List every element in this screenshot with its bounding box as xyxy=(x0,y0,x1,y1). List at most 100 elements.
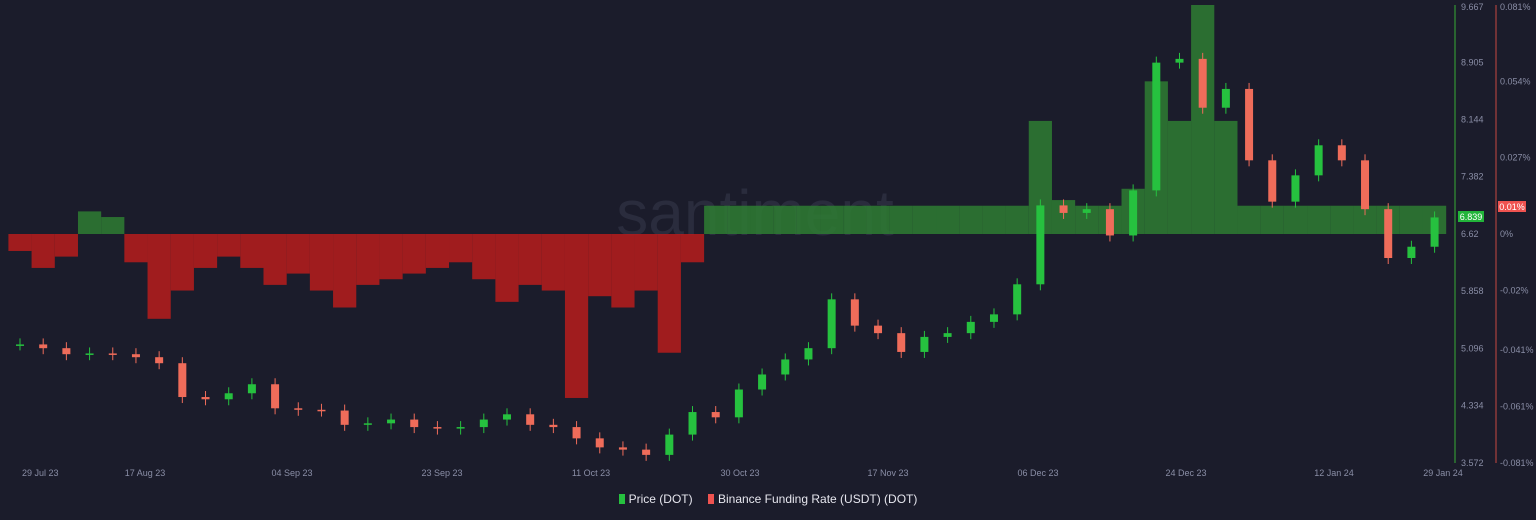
price-candle xyxy=(410,419,419,428)
date-tick-label: 04 Sep 23 xyxy=(271,468,312,478)
funding-bar xyxy=(1167,120,1192,234)
price-candle xyxy=(989,314,998,322)
funding-bar xyxy=(31,234,55,268)
price-candle xyxy=(758,374,767,390)
price-candle xyxy=(711,412,720,418)
funding-bar xyxy=(564,234,589,398)
price-candle xyxy=(1268,160,1277,202)
funding-bar xyxy=(912,205,937,234)
funding-axis-ticks: 0.081% 0.054% 0.027% 0% -0.02% -0.041% -0.061%… xyxy=(1500,2,1534,468)
price-candle xyxy=(39,344,48,349)
price-tick-label: 7.382 xyxy=(1461,172,1484,182)
price-candle xyxy=(549,424,558,428)
funding-bar xyxy=(286,234,310,274)
price-candle xyxy=(1036,205,1045,285)
price-candle xyxy=(850,299,859,326)
price-candle xyxy=(1082,209,1091,213)
price-tick-label: 8.905 xyxy=(1461,57,1484,67)
price-candle xyxy=(224,393,233,400)
funding-bar xyxy=(634,234,658,291)
price-tick-label: 9.667 xyxy=(1461,2,1484,12)
legend-item-price[interactable]: Price (DOT) xyxy=(618,492,693,506)
funding-bar xyxy=(77,211,102,234)
funding-bar xyxy=(866,205,890,234)
price-candle xyxy=(1013,284,1022,315)
price-candle xyxy=(16,344,24,346)
funding-bar xyxy=(1330,205,1354,234)
funding-bar xyxy=(959,205,983,234)
funding-bar xyxy=(263,234,287,285)
funding-bar xyxy=(680,234,705,263)
funding-bar xyxy=(54,234,78,257)
funding-bar xyxy=(495,234,519,302)
funding-bar xyxy=(982,205,1006,234)
funding-bar xyxy=(727,205,751,234)
funding-tick-label: 0.081% xyxy=(1500,2,1531,12)
date-tick-label: 06 Dec 23 xyxy=(1017,468,1058,478)
price-candle xyxy=(85,353,94,355)
funding-bar xyxy=(101,217,125,234)
funding-bar xyxy=(796,205,821,234)
funding-bar xyxy=(773,205,797,234)
price-candle xyxy=(642,449,651,455)
funding-bar xyxy=(704,205,728,234)
price-tick-label: 3.572 xyxy=(1461,458,1484,468)
price-axis-ticks: 9.667 8.905 8.144 7.382 6.62 5.858 5.096 4.334 3… xyxy=(1461,2,1484,468)
funding-bar xyxy=(1353,205,1377,234)
price-candle xyxy=(1129,190,1138,236)
funding-bar xyxy=(1307,205,1331,234)
price-candle xyxy=(1384,209,1393,259)
price-candle xyxy=(387,419,396,424)
price-candle xyxy=(897,333,906,352)
date-tick-label: 17 Aug 23 xyxy=(125,468,166,478)
price-candle xyxy=(665,434,674,455)
price-candle xyxy=(1361,160,1370,210)
date-tick-label: 30 Oct 23 xyxy=(720,468,759,478)
price-candle xyxy=(62,348,71,355)
funding-bar xyxy=(309,234,334,291)
funding-bar xyxy=(1237,205,1261,234)
funding-bar xyxy=(889,205,913,234)
funding-tick-label: -0.061% xyxy=(1500,401,1534,411)
price-candle xyxy=(1430,217,1439,247)
price-candle xyxy=(201,397,210,400)
funding-bar xyxy=(1075,205,1099,234)
price-candle xyxy=(479,419,488,428)
funding-bar xyxy=(333,234,357,308)
funding-tick-label: 0.054% xyxy=(1500,76,1531,86)
price-candle xyxy=(456,427,465,429)
price-candle xyxy=(1291,175,1300,202)
funding-bar xyxy=(472,234,496,280)
funding-bar xyxy=(843,205,867,234)
price-candle xyxy=(688,412,697,435)
date-tick-label: 29 Jan 24 xyxy=(1423,468,1463,478)
funding-tick-label: 0% xyxy=(1500,229,1513,239)
price-candle xyxy=(1175,58,1184,63)
legend: Price (DOT) Binance Funding Rate (USDT) … xyxy=(0,492,1536,507)
funding-bar xyxy=(147,234,171,319)
price-candle xyxy=(247,384,256,394)
price-candle xyxy=(1059,205,1068,213)
price-candle xyxy=(317,409,326,412)
funding-bar xyxy=(611,234,635,308)
funding-swatch xyxy=(707,494,714,504)
price-candle xyxy=(1198,58,1207,108)
price-tick-label: 5.096 xyxy=(1461,343,1484,353)
price-candle xyxy=(734,389,743,418)
funding-last-value-badge: 0.01% xyxy=(1498,201,1526,212)
funding-bar xyxy=(1399,205,1423,234)
date-tick-label: 17 Nov 23 xyxy=(867,468,908,478)
funding-bar xyxy=(518,234,542,285)
funding-bar xyxy=(820,205,844,234)
date-tick-label: 12 Jan 24 xyxy=(1314,468,1354,478)
funding-bar xyxy=(657,234,681,353)
funding-bar xyxy=(1214,120,1238,234)
price-candle xyxy=(1105,209,1114,236)
legend-item-funding[interactable]: Binance Funding Rate (USDT) (DOT) xyxy=(707,492,917,506)
price-candle xyxy=(1152,62,1161,191)
price-candle xyxy=(874,325,883,334)
funding-bar xyxy=(1191,5,1215,234)
price-candle xyxy=(572,427,581,439)
funding-bar xyxy=(217,234,241,257)
price-tick-label: 4.334 xyxy=(1461,401,1484,411)
